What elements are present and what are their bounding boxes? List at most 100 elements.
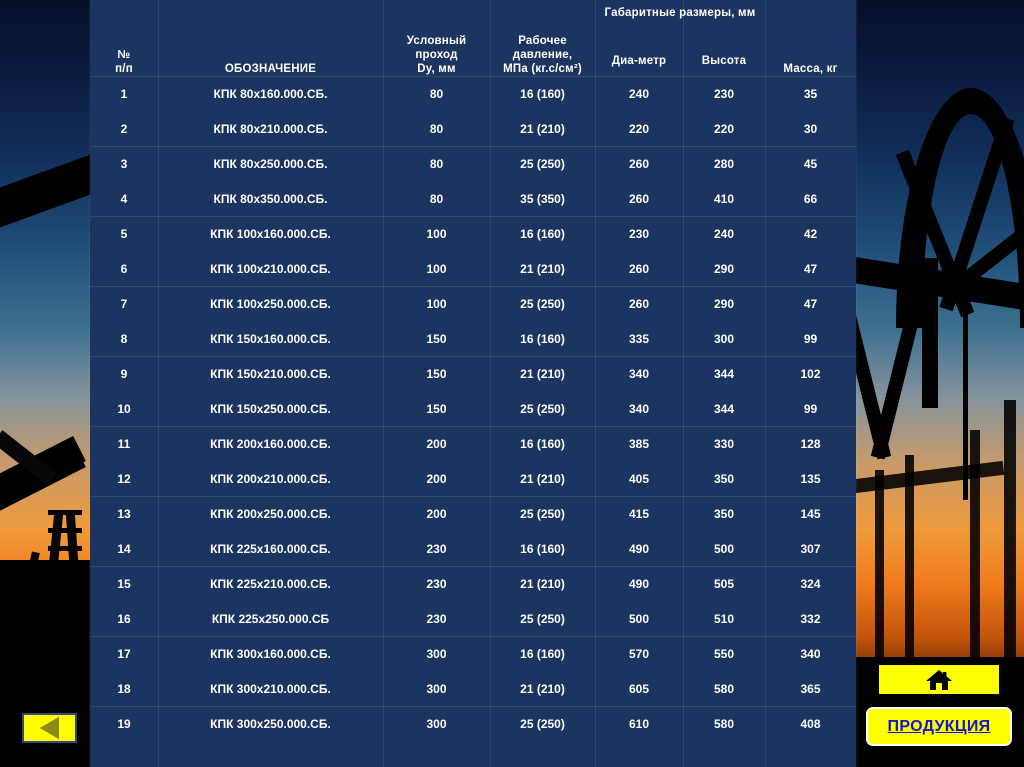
cell-diameter: 385 xyxy=(628,436,650,451)
cell-diameter: 500 xyxy=(628,611,650,626)
cell-diameter: 260 xyxy=(628,191,650,206)
cell-designation: КПК 225x210.000.СБ. xyxy=(210,576,331,591)
cell-height: 505 xyxy=(713,576,735,591)
cell-working-pressure: 21 (210) xyxy=(520,471,565,486)
cell-number: 13 xyxy=(117,506,131,521)
cell-working-pressure: 16 (160) xyxy=(520,331,565,346)
cell-number: 1 xyxy=(120,86,128,101)
cell-height: 500 xyxy=(713,541,735,556)
cell-designation: КПК 80x350.000.СБ. xyxy=(213,191,328,206)
cell-working-pressure: 16 (160) xyxy=(520,436,565,451)
cell-designation: КПК 200x250.000.СБ. xyxy=(210,506,331,521)
table-header: № п/п ОБОЗНАЧЕНИЕ Условный проход Dy, мм… xyxy=(90,0,856,76)
cell-designation: КПК 100x250.000.СБ. xyxy=(210,296,331,311)
cell-working-pressure: 21 (210) xyxy=(520,366,565,381)
cell-height: 290 xyxy=(713,296,735,311)
cell-diameter: 335 xyxy=(628,331,650,346)
col-header-overall-dimensions: Габаритные размеры, мм xyxy=(604,7,756,19)
cell-designation: КПК 150x160.000.СБ. xyxy=(210,331,331,346)
cell-height: 290 xyxy=(713,261,735,276)
cell-mass: 102 xyxy=(800,366,821,381)
table-row: 4 КПК 80x350.000.СБ. 80 35 (350) 260 410 66 xyxy=(90,181,856,216)
cell-designation: КПК 80x160.000.СБ. xyxy=(213,86,328,101)
cell-diameter: 260 xyxy=(628,156,650,171)
table-row: 9 КПК 150x210.000.СБ. 150 21 (210) 340 344 102 xyxy=(90,356,856,391)
cell-diameter: 260 xyxy=(628,261,650,276)
cell-number: 9 xyxy=(120,366,128,381)
products-button[interactable]: ПРОДУКЦИЯ xyxy=(866,707,1012,746)
cell-height: 350 xyxy=(713,506,735,521)
cell-diameter: 260 xyxy=(628,296,650,311)
cell-nominal-bore: 200 xyxy=(426,436,447,451)
cell-diameter: 340 xyxy=(628,401,650,416)
home-button[interactable] xyxy=(879,665,999,694)
cell-height: 220 xyxy=(713,121,735,136)
spec-table-panel: № п/п ОБОЗНАЧЕНИЕ Условный проход Dy, мм… xyxy=(90,0,856,767)
cell-diameter: 570 xyxy=(628,646,650,661)
table-row: 3 КПК 80x250.000.СБ. 80 25 (250) 260 280 45 xyxy=(90,146,856,181)
cell-mass: 66 xyxy=(803,191,818,206)
cell-designation: КПК 300x250.000.СБ. xyxy=(210,716,331,731)
cell-diameter: 340 xyxy=(628,366,650,381)
cell-number: 2 xyxy=(120,121,128,136)
cell-mass: 332 xyxy=(800,611,821,626)
cell-working-pressure: 16 (160) xyxy=(520,646,565,661)
col-header-working-pressure-line1: Рабочее xyxy=(518,35,567,47)
col-header-diameter: Диа-метр xyxy=(611,55,667,67)
cell-mass: 99 xyxy=(803,331,818,346)
products-button-label: ПРОДУКЦИЯ xyxy=(887,717,991,735)
cell-nominal-bore: 200 xyxy=(426,506,447,521)
col-header-mass: Масса, кг xyxy=(783,63,838,75)
cell-height: 344 xyxy=(713,366,735,381)
cell-height: 240 xyxy=(713,226,735,241)
table-row: 14 КПК 225x160.000.СБ. 230 16 (160) 490 500 30… xyxy=(90,531,856,566)
cell-nominal-bore: 230 xyxy=(426,611,447,626)
cell-designation: КПК 150x250.000.СБ. xyxy=(210,401,331,416)
cell-number: 14 xyxy=(117,541,131,556)
table-row: 19 КПК 300x250.000.СБ. 300 25 (250) 610 580 40… xyxy=(90,706,856,741)
col-header-number-line1: № xyxy=(117,49,131,61)
cell-height: 510 xyxy=(713,611,735,626)
cell-diameter: 230 xyxy=(628,226,650,241)
cell-mass: 99 xyxy=(803,401,818,416)
cell-diameter: 610 xyxy=(628,716,650,731)
table-row: 8 КПК 150x160.000.СБ. 150 16 (160) 335 300 99 xyxy=(90,321,856,356)
table-row: 6 КПК 100x210.000.СБ. 100 21 (210) 260 290 47 xyxy=(90,251,856,286)
cell-number: 4 xyxy=(120,191,128,206)
cell-working-pressure: 25 (250) xyxy=(520,401,565,416)
table-body: 1 КПК 80x160.000.СБ. 80 16 (160) 240 230 35 2 КП… xyxy=(90,76,856,741)
cell-designation: КПК 200x160.000.СБ. xyxy=(210,436,331,451)
cell-working-pressure: 16 (160) xyxy=(520,86,565,101)
cell-working-pressure: 16 (160) xyxy=(520,226,565,241)
cell-nominal-bore: 80 xyxy=(429,156,444,171)
cell-diameter: 240 xyxy=(628,86,650,101)
cell-height: 580 xyxy=(713,681,735,696)
cell-mass: 408 xyxy=(800,716,821,731)
cell-mass: 365 xyxy=(800,681,821,696)
col-header-number: № п/п xyxy=(90,0,158,76)
cell-mass: 307 xyxy=(800,541,821,556)
col-header-nominal-bore-line2: проход xyxy=(415,49,458,61)
col-header-nominal-bore-line1: Условный xyxy=(406,35,467,47)
cell-number: 6 xyxy=(120,261,128,276)
cell-nominal-bore: 100 xyxy=(426,296,447,311)
cell-designation: КПК 200x210.000.СБ. xyxy=(210,471,331,486)
home-icon xyxy=(926,669,952,690)
cell-working-pressure: 25 (250) xyxy=(520,716,565,731)
cell-height: 580 xyxy=(713,716,735,731)
cell-mass: 42 xyxy=(803,226,818,241)
col-header-working-pressure-line3: МПа (кг.с/см²) xyxy=(503,63,582,75)
cell-height: 230 xyxy=(713,86,735,101)
cell-number: 3 xyxy=(120,156,128,171)
cell-working-pressure: 25 (250) xyxy=(520,156,565,171)
cell-designation: КПК 300x210.000.СБ. xyxy=(210,681,331,696)
cell-number: 10 xyxy=(117,401,131,416)
cell-mass: 47 xyxy=(803,296,818,311)
cell-working-pressure: 35 (350) xyxy=(520,191,565,206)
cell-diameter: 490 xyxy=(628,541,650,556)
table-row: 11 КПК 200x160.000.СБ. 200 16 (160) 385 330 12… xyxy=(90,426,856,461)
cell-mass: 145 xyxy=(800,506,821,521)
back-button[interactable] xyxy=(22,713,77,743)
cell-height: 350 xyxy=(713,471,735,486)
